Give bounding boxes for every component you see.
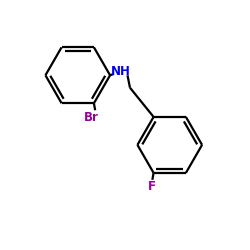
Text: NH: NH <box>110 65 130 78</box>
Text: Br: Br <box>84 111 99 124</box>
Text: F: F <box>148 180 156 193</box>
